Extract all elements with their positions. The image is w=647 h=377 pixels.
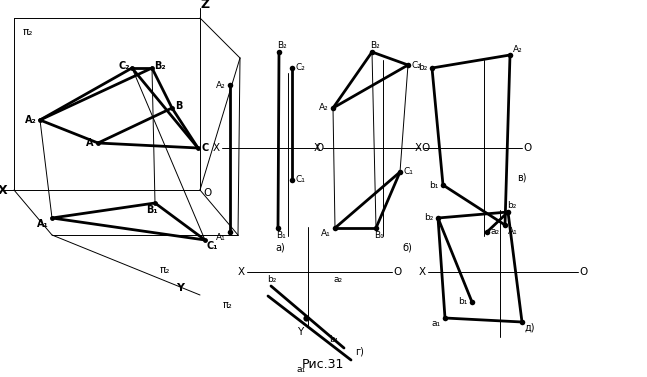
- Text: a₁: a₁: [296, 365, 305, 374]
- Text: C₂: C₂: [118, 61, 130, 71]
- Text: b₂: b₂: [507, 201, 517, 210]
- Text: X: X: [415, 143, 422, 153]
- Text: C₁: C₁: [295, 176, 305, 184]
- Text: b₁: b₁: [329, 336, 338, 345]
- Text: a₁: a₁: [432, 319, 441, 328]
- Text: O: O: [393, 267, 401, 277]
- Text: A₁: A₁: [216, 233, 226, 242]
- Text: O: O: [316, 143, 324, 153]
- Text: B₁: B₁: [374, 230, 384, 239]
- Text: b₁: b₁: [458, 297, 468, 307]
- Text: б): б): [402, 243, 412, 253]
- Text: C₂: C₂: [411, 60, 421, 69]
- Text: д): д): [525, 323, 535, 333]
- Text: X: X: [419, 267, 426, 277]
- Text: Z: Z: [201, 0, 210, 11]
- Text: B₁: B₁: [146, 205, 158, 215]
- Text: B₂: B₂: [277, 40, 287, 49]
- Text: a₂: a₂: [490, 227, 499, 236]
- Text: A₂: A₂: [513, 44, 523, 54]
- Text: O: O: [579, 267, 587, 277]
- Text: C₁: C₁: [403, 167, 413, 176]
- Text: A₁: A₁: [508, 227, 518, 236]
- Text: а): а): [275, 243, 285, 253]
- Text: b₂: b₂: [267, 276, 277, 285]
- Text: в): в): [517, 173, 527, 183]
- Text: B: B: [175, 101, 182, 111]
- Text: O: O: [421, 143, 429, 153]
- Text: b₂: b₂: [424, 213, 433, 222]
- Text: C: C: [201, 143, 208, 153]
- Text: X: X: [237, 267, 245, 277]
- Text: O: O: [523, 143, 531, 153]
- Text: C₂: C₂: [295, 63, 305, 72]
- Text: B₂: B₂: [370, 40, 380, 49]
- Text: C₁: C₁: [206, 241, 218, 251]
- Text: Y: Y: [297, 327, 303, 337]
- Text: π₂: π₂: [160, 265, 170, 275]
- Text: X: X: [313, 143, 320, 153]
- Text: A₁: A₁: [321, 230, 331, 239]
- Text: A₁: A₁: [37, 219, 49, 229]
- Text: X: X: [0, 184, 8, 196]
- Text: A₂: A₂: [319, 104, 329, 112]
- Text: B₂: B₂: [154, 61, 166, 71]
- Text: A: A: [86, 138, 94, 148]
- Text: b₂: b₂: [419, 63, 428, 72]
- Text: π₂: π₂: [23, 27, 33, 37]
- Text: A₂: A₂: [25, 115, 37, 125]
- Text: B₁: B₁: [276, 230, 286, 239]
- Text: b₁: b₁: [430, 181, 439, 190]
- Text: a₂: a₂: [333, 276, 342, 285]
- Text: π₂: π₂: [223, 300, 233, 310]
- Text: X: X: [212, 143, 219, 153]
- Text: г): г): [356, 347, 364, 357]
- Text: Рис.31: Рис.31: [302, 359, 344, 371]
- Text: O: O: [203, 188, 211, 198]
- Text: A₂: A₂: [216, 81, 226, 89]
- Text: Y: Y: [176, 283, 184, 293]
